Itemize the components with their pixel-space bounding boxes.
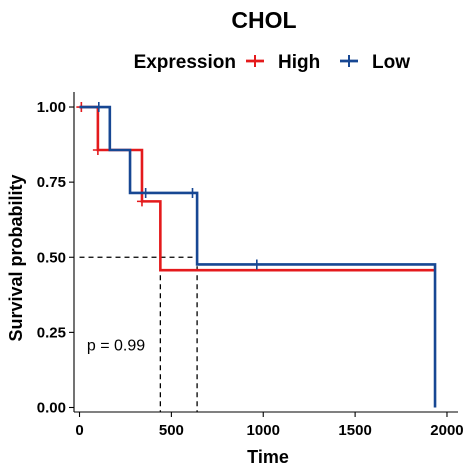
censor-mark-low xyxy=(251,259,262,270)
legend: Expression High Low xyxy=(134,52,411,73)
x-tick-label: 2000 xyxy=(430,422,463,439)
legend-label-high: High xyxy=(278,52,320,73)
x-tick-label: 1500 xyxy=(338,422,371,439)
censor-mark-low xyxy=(140,187,151,198)
censor-mark-high xyxy=(92,144,103,155)
y-tick-label: 0.00 xyxy=(37,399,66,416)
survival-curve-low xyxy=(79,105,437,408)
y-axis-label: Survival probability xyxy=(6,174,26,341)
axes: 0.00 0.25 0.50 0.75 1.00 0 500 1000 1500 2000 xyxy=(37,92,464,439)
censor-mark-high xyxy=(136,196,147,207)
y-tick-label: 0.25 xyxy=(37,324,66,341)
x-tick-label: 500 xyxy=(159,422,184,439)
x-axis-label: Time xyxy=(247,447,289,467)
x-tick-label: 1000 xyxy=(247,422,280,439)
legend-title: Expression xyxy=(134,52,236,73)
y-tick-label: 1.00 xyxy=(37,99,66,116)
p-value-label: p = 0.99 xyxy=(87,337,145,354)
censor-mark-low xyxy=(93,102,104,113)
y-tick-label: 0.75 xyxy=(37,174,66,191)
plot-area: p = 0.99 xyxy=(76,102,437,412)
survival-curve-high xyxy=(79,105,436,272)
legend-label-low: Low xyxy=(372,52,410,73)
x-tick-label: 0 xyxy=(75,422,83,439)
chart-title: CHOL xyxy=(231,7,296,33)
censor-mark-low xyxy=(187,187,198,198)
y-tick-label: 0.50 xyxy=(37,249,66,266)
